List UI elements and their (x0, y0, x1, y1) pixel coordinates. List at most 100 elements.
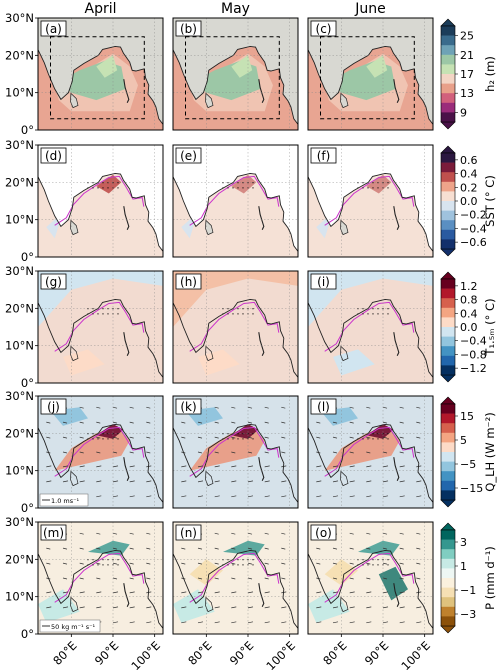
stipple-dot (387, 559, 389, 561)
colorbar-segment (441, 45, 455, 56)
map-panel: (n) (172, 521, 299, 635)
colorbar-extend-max (440, 18, 456, 27)
stipple-dot (252, 308, 254, 310)
map-panel: (h) (172, 270, 299, 384)
panel-label-box (310, 147, 337, 164)
colorbar-segment (441, 181, 455, 192)
colorbar-segment (441, 74, 455, 84)
vector-arrow (366, 406, 371, 409)
vector-arrow (366, 606, 372, 609)
stipple-dot (362, 308, 364, 310)
vector-arrow (181, 547, 186, 550)
lat-tick-label: 0° (21, 123, 34, 137)
stipple-dot (92, 182, 94, 184)
vector-arrow (366, 451, 371, 454)
stipple-dot (102, 433, 104, 435)
vector-arrow (332, 547, 338, 550)
vector-arrow (214, 532, 219, 535)
colorbar-label: Q_LH (W m⁻²) (483, 412, 497, 491)
lon-tick-label: 90°E (92, 638, 121, 667)
significance-contour (54, 552, 145, 603)
colorbar-segment (441, 54, 455, 65)
vector-arrow (399, 451, 404, 454)
stipple-dot (97, 438, 99, 440)
significance-contour (189, 301, 280, 352)
stipple-dot (237, 187, 239, 189)
colorbar-segment (441, 558, 455, 569)
field-lower (198, 349, 240, 376)
vector-arrow (112, 465, 119, 468)
stipple-dot (362, 564, 364, 566)
vector-arrow (281, 451, 286, 454)
field-wet-light (38, 589, 80, 623)
vector-arrow (129, 621, 135, 624)
vector-arrow (214, 577, 219, 580)
land (38, 145, 163, 257)
island-sri-lanka (70, 92, 79, 109)
vector-arrow (197, 495, 204, 498)
vector-arrow (247, 591, 254, 594)
vector-arrow (197, 465, 204, 468)
vector-arrow (382, 406, 388, 409)
lat-tick-label: 0° (21, 250, 34, 264)
vector-arrow (332, 436, 338, 439)
vector-arrow (231, 577, 236, 580)
panel-label: (o) (315, 526, 332, 540)
vector-arrow (46, 562, 51, 565)
vector-arrow (46, 591, 52, 594)
panel-frame (37, 521, 164, 635)
panel-label: (l) (317, 400, 330, 414)
vector-arrow (264, 532, 269, 535)
lon-tick-label: 80°E (185, 638, 214, 667)
island-sri-lanka (340, 92, 349, 109)
vector-arrow (231, 495, 237, 498)
significance-contour (324, 552, 415, 603)
panel-label-box (40, 20, 67, 37)
vector-arrow (264, 562, 269, 565)
vector-arrow (46, 436, 51, 439)
vector-arrow (112, 532, 118, 535)
vector-arrow (416, 577, 421, 580)
stipple-dot (102, 438, 104, 440)
vector-arrow (264, 547, 269, 550)
colorbar-segment (441, 530, 455, 540)
colorbar: 15 5 −5 −15 Q_LH (W m⁻²) (440, 396, 497, 508)
colorbar-segment (441, 112, 455, 123)
coastline (308, 172, 433, 252)
colorbar-label: SST (° C) (483, 175, 497, 227)
vector-arrow (181, 421, 186, 424)
colorbar-segment (441, 153, 455, 163)
vector-arrow (247, 451, 253, 454)
coastline (173, 549, 298, 629)
vector-arrow (146, 621, 152, 624)
vector-arrow (416, 562, 421, 565)
stipple-dot (227, 559, 229, 561)
field-wet (358, 540, 400, 556)
lat-tick-label: 10°N (5, 86, 34, 100)
lat-tick-label: 30°N (5, 515, 34, 529)
coastline (38, 172, 163, 252)
colorbar: 1.20.80.40.0−0.4−0.8−1.2 T₁.₅ₘ (° C) (440, 271, 497, 383)
vector-arrow (79, 406, 84, 409)
stipple-dot (92, 433, 94, 435)
vector-arrow (281, 436, 286, 439)
panel-label: (h) (180, 275, 197, 289)
vector-arrow (181, 591, 187, 594)
colorbar-segment (441, 346, 455, 357)
colorbar-tick-label: −0.2 (460, 209, 487, 222)
field-green-light (96, 55, 118, 78)
vector-arrow (129, 480, 135, 483)
island-sri-lanka (340, 219, 349, 236)
vector-arrow (79, 451, 84, 454)
colorbar-segment (441, 549, 455, 560)
coastline (308, 45, 433, 125)
coastline (308, 423, 433, 503)
vector-arrow (366, 436, 371, 439)
vector-arrow (382, 451, 388, 454)
panel-label-box (40, 398, 67, 415)
vector-arrow (214, 465, 220, 468)
colorbar-tick-label: −1.2 (460, 362, 487, 375)
stipple-dot (102, 559, 104, 561)
vector-arrow (79, 480, 85, 483)
lat-tick-label: 30°N (5, 138, 34, 152)
